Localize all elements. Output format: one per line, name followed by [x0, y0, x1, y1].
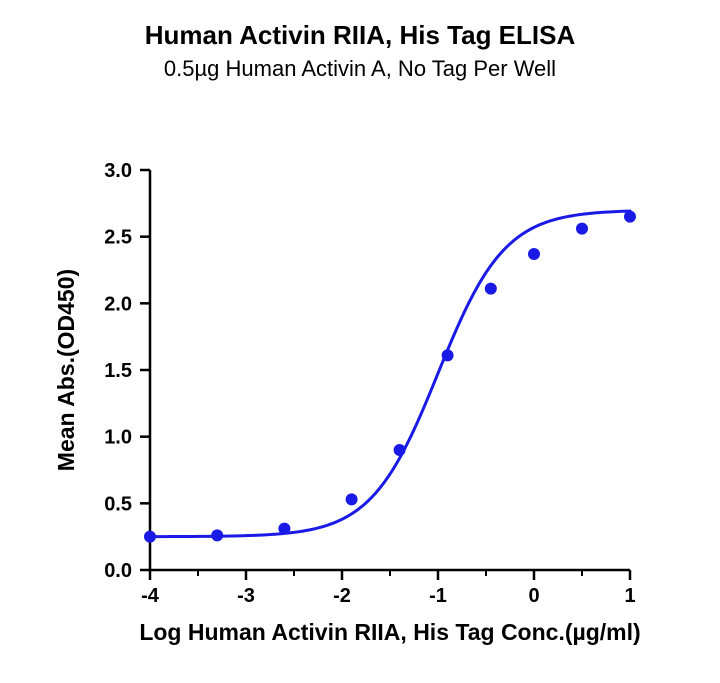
data-point	[211, 529, 223, 541]
y-tick-label: 2.5	[104, 227, 132, 249]
data-point	[442, 349, 454, 361]
data-point	[144, 531, 156, 543]
data-point	[278, 523, 290, 535]
chart-title: Human Activin RIIA, His Tag ELISA	[145, 20, 576, 50]
x-tick-label: -2	[333, 585, 351, 607]
y-tick-label: 1.0	[104, 427, 132, 449]
y-axis-label: Mean Abs.(OD450)	[53, 269, 79, 471]
fit-curve	[150, 211, 630, 537]
data-point	[624, 211, 636, 223]
elisa-chart-container: Human Activin RIIA, His Tag ELISA 0.5µg …	[0, 0, 720, 683]
x-axis-label: Log Human Activin RIIA, His Tag Conc.(µg…	[139, 619, 640, 645]
y-tick-label: 1.5	[104, 360, 132, 382]
data-point	[394, 444, 406, 456]
chart-subtitle: 0.5µg Human Activin A, No Tag Per Well	[164, 56, 556, 81]
y-tick-label: 0.5	[104, 493, 132, 515]
data-point	[576, 223, 588, 235]
y-tick-label: 2.0	[104, 293, 132, 315]
x-tick-label: -1	[429, 585, 447, 607]
data-point	[485, 283, 497, 295]
data-point	[528, 248, 540, 260]
chart-svg: Human Activin RIIA, His Tag ELISA 0.5µg …	[0, 0, 720, 683]
y-tick-label: 3.0	[104, 160, 132, 182]
x-tick-label: 0	[528, 585, 539, 607]
y-tick-label: 0.0	[104, 560, 132, 582]
x-tick-label: -4	[141, 585, 160, 607]
x-tick-label: -3	[237, 585, 255, 607]
x-tick-label: 1	[624, 585, 635, 607]
data-point	[346, 493, 358, 505]
plot-area: 0.0 0.5 1.0 1.5 2.0 2.5 3.0 -4 -3 -2 -1 0 1	[104, 160, 636, 607]
